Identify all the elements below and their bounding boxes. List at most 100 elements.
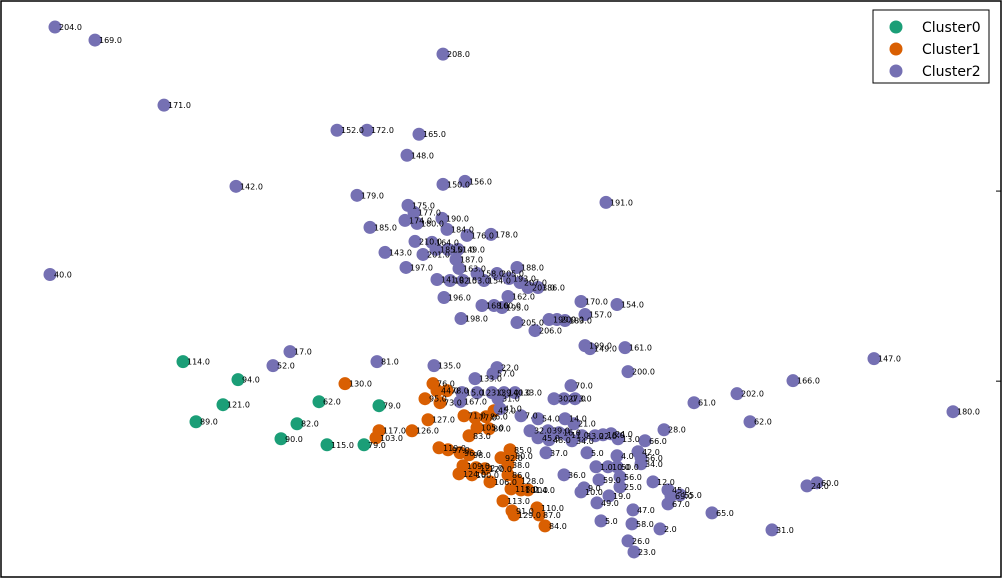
point-label: 61.0 xyxy=(698,399,716,408)
scatter-point xyxy=(475,299,489,313)
point-label: 90.0 xyxy=(285,435,303,444)
point-label: 69.0 xyxy=(675,492,693,501)
scatter-point xyxy=(504,482,518,496)
point-label: 127.0 xyxy=(432,416,455,425)
point-label: 154.0 xyxy=(488,276,511,285)
point-label: 165.0 xyxy=(423,130,446,139)
point-label: 190.0 xyxy=(446,214,469,223)
scatter-point xyxy=(539,446,553,460)
point-label: 179.0 xyxy=(361,191,384,200)
point-label: 203.0 xyxy=(532,283,555,292)
scatter-point xyxy=(398,213,412,227)
scatter-point xyxy=(443,273,457,287)
point-label: 164.0 xyxy=(436,238,459,247)
scatter-point xyxy=(528,324,542,338)
point-label: 34.0 xyxy=(645,460,663,469)
point-label: 161.0 xyxy=(629,344,652,353)
point-label: 52.0 xyxy=(277,362,295,371)
point-label: 21.0 xyxy=(578,420,596,429)
point-label: 62.0 xyxy=(754,418,772,427)
scatter-point xyxy=(491,392,505,406)
point-label: 178.0 xyxy=(495,230,518,239)
point-label: 106.0 xyxy=(494,478,517,487)
point-label: 32.0 xyxy=(534,427,552,436)
point-label: 126.0 xyxy=(416,427,439,436)
point-label: 167.0 xyxy=(464,398,487,407)
point-label: 101.0 xyxy=(525,486,548,495)
point-label: 205.0 xyxy=(521,319,544,328)
point-label: 83.0 xyxy=(473,432,491,441)
point-label: 55.0 xyxy=(684,491,702,500)
scatter-point xyxy=(437,291,451,305)
scatter-point xyxy=(460,228,474,242)
point-label: 153.0 xyxy=(467,276,490,285)
scatter-point xyxy=(507,508,521,522)
scatter-point xyxy=(400,148,414,162)
scatter-point xyxy=(48,20,62,34)
scatter-point xyxy=(283,345,297,359)
point-label: 49.0 xyxy=(601,499,619,508)
point-label: 31.0 xyxy=(502,395,520,404)
scatter-point xyxy=(312,395,326,409)
point-label: 154.0 xyxy=(621,301,644,310)
point-label: 54.0 xyxy=(542,415,560,424)
scatter-point xyxy=(601,460,615,474)
point-label: 4.0 xyxy=(621,452,634,461)
scatter-point xyxy=(440,222,454,236)
scatter-point xyxy=(638,434,652,448)
point-label: 105.0 xyxy=(481,424,504,433)
point-label: 36.0 xyxy=(568,471,586,480)
scatter-point xyxy=(436,47,450,61)
point-label: 191.0 xyxy=(610,198,633,207)
point-label: 130.0 xyxy=(349,380,372,389)
scatter-point xyxy=(765,523,779,537)
point-label: 160.0 xyxy=(498,302,521,311)
scatter-point xyxy=(405,424,419,438)
point-label: 175.0 xyxy=(412,201,435,210)
point-label: 100.0 xyxy=(476,471,499,480)
point-label: 37.0 xyxy=(550,449,568,458)
point-label: 40.0 xyxy=(54,270,72,279)
point-label: 66.0 xyxy=(649,437,667,446)
scatter-point xyxy=(574,485,588,499)
point-label: 114.0 xyxy=(187,358,210,367)
scatter-point xyxy=(621,534,635,548)
scatter-point xyxy=(610,460,624,474)
axis-ticks xyxy=(996,190,1001,382)
scatter-point xyxy=(176,355,190,369)
point-label: 45.0 xyxy=(542,434,560,443)
scatter-point xyxy=(412,127,426,141)
point-label: 13.0 xyxy=(622,435,640,444)
scatter-point xyxy=(558,314,572,328)
point-label: 142.0 xyxy=(240,182,263,191)
point-label: 193.0 xyxy=(513,274,536,283)
scatter-point xyxy=(514,409,528,423)
point-label: 58.0 xyxy=(636,520,654,529)
point-label: 149.0 xyxy=(594,345,617,354)
scatter-point xyxy=(216,398,230,412)
point-label: 71.0 xyxy=(468,412,486,421)
legend-label: Cluster0 xyxy=(922,20,981,36)
scatter-point xyxy=(786,374,800,388)
point-label: 16.0 xyxy=(563,429,581,438)
point-label: 202.0 xyxy=(741,390,764,399)
point-label: 200.0 xyxy=(632,368,655,377)
point-label: 201.0 xyxy=(427,250,450,259)
scatter-point xyxy=(231,373,245,387)
scatter-point xyxy=(867,352,881,366)
point-label: 207.0 xyxy=(524,278,547,287)
point-label: 5.0 xyxy=(591,449,604,458)
point-label: 157.0 xyxy=(589,311,612,320)
point-label: 45.0 xyxy=(498,407,516,416)
scatter-point xyxy=(470,421,484,435)
scatter-point xyxy=(618,341,632,355)
point-label: 156.0 xyxy=(469,177,492,186)
point-label: 27.0 xyxy=(568,395,586,404)
scatter-point xyxy=(613,470,627,484)
point-label: 34.0 xyxy=(576,437,594,446)
scatter-point xyxy=(370,355,384,369)
scatter-point xyxy=(578,308,592,322)
scatter-point xyxy=(621,365,635,379)
